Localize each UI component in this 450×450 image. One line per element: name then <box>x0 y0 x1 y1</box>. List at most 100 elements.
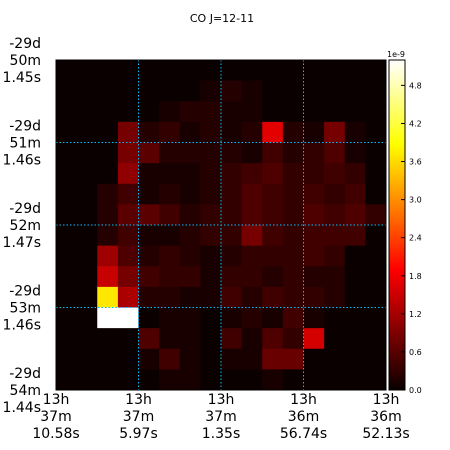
heatmap-cell <box>241 245 263 267</box>
heatmap-cell <box>97 225 119 247</box>
heatmap-cell <box>282 307 304 329</box>
heatmap-cell <box>241 307 263 329</box>
heatmap-cell <box>200 225 222 247</box>
colorbar-tick-label: 1.2 <box>409 310 422 319</box>
heatmap-cell <box>97 183 119 205</box>
heatmap-cell <box>262 328 284 350</box>
heatmap-cell <box>179 163 201 185</box>
heatmap-cell <box>138 369 160 391</box>
heatmap-cell <box>221 328 243 350</box>
y-tick-label: -29d 50m 1.45s <box>3 36 41 86</box>
heatmap-cell <box>282 121 304 143</box>
colorbar: 1e-9 0.0 0.6 1.2 1.8 2.4 3.0 3.6 4.2 4.8 <box>387 50 422 395</box>
heatmap-cell <box>324 183 346 205</box>
heatmap-cell <box>159 225 181 247</box>
x-tick-label: 13h 36m 56.74s <box>280 392 327 442</box>
heatmap-cell <box>117 225 139 247</box>
heatmap-cell <box>241 286 263 308</box>
heatmap-cell <box>262 142 284 164</box>
heatmap-cell <box>324 204 346 226</box>
heatmap-cell <box>159 60 181 82</box>
heatmap-cell <box>303 225 325 247</box>
heatmap-cell <box>241 121 263 143</box>
heatmap-cell <box>365 163 387 185</box>
y-tick-label: -29d 51m 1.46s <box>3 119 41 169</box>
heatmap-cell <box>56 60 78 82</box>
heatmap-cell <box>324 101 346 123</box>
heatmap-cell <box>221 204 243 226</box>
heatmap-cell <box>282 245 304 267</box>
heatmap-cell <box>138 204 160 226</box>
heatmap-cell <box>117 183 139 205</box>
x-axis-ticks: 13h 37m 10.58s 13h 37m 5.97s 13h 37m 1.35s 13h 36m… <box>32 392 409 442</box>
heatmap-cell <box>138 163 160 185</box>
heatmap-cell <box>344 204 366 226</box>
plot-frame <box>55 59 387 391</box>
heatmap-cell <box>117 163 139 185</box>
colorbar-tick-label: 0.0 <box>409 386 422 395</box>
heatmap-cell <box>56 369 78 391</box>
heatmap-cell <box>76 245 98 267</box>
heatmap-cell <box>365 307 387 329</box>
heatmap-cell <box>262 225 284 247</box>
heatmap-cell <box>282 225 304 247</box>
heatmap-cell <box>179 369 201 391</box>
heatmap-cell <box>179 245 201 267</box>
heatmap-cell <box>324 266 346 288</box>
heatmap-cell <box>262 307 284 329</box>
heatmap-cell <box>221 286 243 308</box>
heatmap-cell <box>344 60 366 82</box>
colorbar-tick-label: 4.8 <box>409 81 422 90</box>
heatmap-cell <box>303 307 325 329</box>
colorbar-tick-label: 4.2 <box>409 119 422 128</box>
heatmap-cell <box>324 245 346 267</box>
heatmap-cell <box>76 80 98 102</box>
heatmap-cell <box>303 266 325 288</box>
x-tick-label: 13h 37m 1.35s <box>202 392 240 442</box>
heatmap-cell <box>262 101 284 123</box>
heatmap-cell <box>56 348 78 370</box>
heatmap-cell <box>282 163 304 185</box>
heatmap-cell <box>221 101 243 123</box>
heatmap-cell <box>159 286 181 308</box>
heatmap-cell <box>262 163 284 185</box>
heatmap-cell <box>138 307 160 329</box>
heatmap-cell <box>179 348 201 370</box>
heatmap-cell <box>365 348 387 370</box>
heatmap-cell <box>138 266 160 288</box>
y-tick-label: -29d 54m 1.44s <box>3 366 41 416</box>
heatmap-cell <box>159 328 181 350</box>
heatmap-cell <box>221 348 243 370</box>
heatmap-cell <box>179 101 201 123</box>
heatmap-cell <box>241 183 263 205</box>
heatmap-cell <box>344 245 366 267</box>
heatmap-cell <box>97 328 119 350</box>
heatmap-cell <box>365 286 387 308</box>
heatmap-cell <box>221 245 243 267</box>
heatmap-cell <box>179 204 201 226</box>
heatmap-cell <box>117 369 139 391</box>
heatmap-cell <box>241 163 263 185</box>
heatmap-cell <box>56 286 78 308</box>
heatmap-cell <box>117 286 139 308</box>
heatmap-cell <box>303 369 325 391</box>
heatmap-cell <box>200 204 222 226</box>
heatmap-cell <box>117 60 139 82</box>
heatmap-cell <box>241 142 263 164</box>
heatmap-cell <box>159 245 181 267</box>
heatmap-cell <box>76 163 98 185</box>
colorbar-scale <box>388 59 406 391</box>
heatmap-cell <box>303 163 325 185</box>
heatmap-cell <box>344 142 366 164</box>
heatmap-cell <box>303 245 325 267</box>
heatmap-cell <box>365 225 387 247</box>
heatmap-cell <box>282 204 304 226</box>
heatmap-cell <box>179 307 201 329</box>
heatmap-cell <box>56 328 78 350</box>
heatmap-cell <box>159 204 181 226</box>
heatmap-cell <box>241 80 263 102</box>
heatmap-cell <box>303 101 325 123</box>
heatmap-cell <box>138 286 160 308</box>
heatmap-cell <box>179 328 201 350</box>
heatmap-cell <box>324 121 346 143</box>
